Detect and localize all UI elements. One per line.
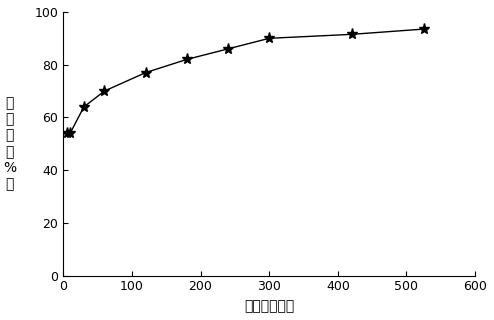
X-axis label: 时间（分钟）: 时间（分钟） bbox=[244, 299, 294, 313]
Text: 去
除
率
（
%
）: 去 除 率 （ % ） bbox=[3, 96, 16, 191]
